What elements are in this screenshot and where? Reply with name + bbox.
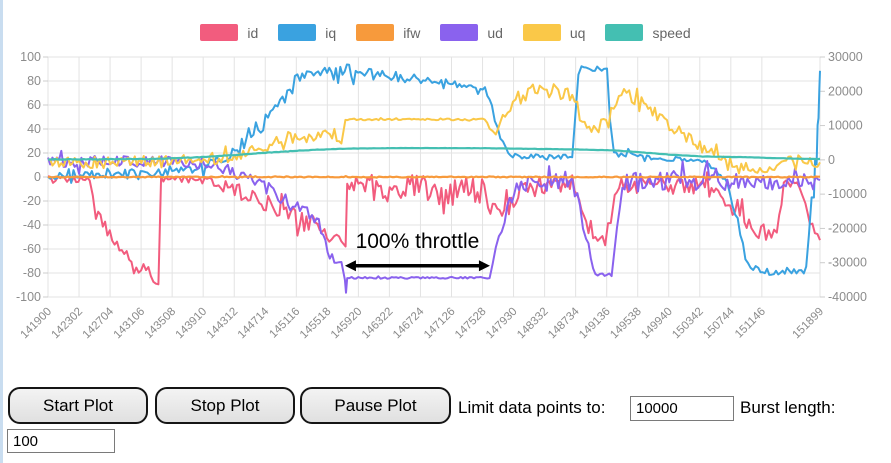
svg-text:-20000: -20000 — [828, 221, 867, 235]
legend-item-ifw[interactable]: ifw — [356, 24, 420, 41]
svg-text:147126: 147126 — [422, 306, 458, 342]
series-line-uq — [47, 83, 821, 175]
svg-text:40: 40 — [27, 122, 41, 136]
limit-data-points-label: Limit data points to: — [458, 398, 606, 417]
svg-text:150744: 150744 — [701, 305, 737, 341]
svg-text:142302: 142302 — [50, 306, 86, 342]
svg-text:-10000: -10000 — [828, 187, 867, 201]
svg-text:-100: -100 — [16, 290, 41, 304]
svg-text:-20: -20 — [23, 194, 41, 208]
svg-text:145518: 145518 — [298, 306, 334, 342]
x-axis-labels: 1419001423021427041431061435081439101443… — [19, 305, 827, 341]
throttle-annotation: 100% throttle — [344, 230, 490, 272]
series-line-ud — [47, 149, 821, 294]
legend-item-uq[interactable]: uq — [522, 24, 586, 41]
svg-text:-80: -80 — [23, 266, 41, 280]
svg-text:146322: 146322 — [360, 306, 396, 342]
annotation-text: 100% throttle — [356, 230, 480, 253]
svg-text:142704: 142704 — [81, 305, 117, 341]
svg-text:-30000: -30000 — [828, 256, 867, 270]
svg-text:20000: 20000 — [828, 84, 863, 98]
svg-text:149136: 149136 — [577, 306, 613, 342]
stop-plot-button[interactable]: Stop Plot — [155, 387, 295, 424]
legend-swatch — [605, 24, 644, 41]
series-lines — [47, 63, 821, 294]
svg-text:10000: 10000 — [828, 119, 863, 133]
svg-text:149538: 149538 — [608, 306, 644, 342]
telemetry-chart: 100 80 60 40 20 0 -20 -40 -60 -80 -100 30000 20000 10… — [16, 50, 867, 341]
svg-text:149940: 149940 — [639, 306, 675, 342]
svg-text:144312: 144312 — [205, 306, 241, 342]
legend-label: id — [247, 24, 259, 41]
grid-lines — [47, 56, 821, 298]
svg-text:100: 100 — [20, 50, 41, 64]
start-plot-button[interactable]: Start Plot — [8, 387, 148, 424]
svg-text:150342: 150342 — [670, 306, 706, 342]
svg-text:80: 80 — [27, 74, 41, 88]
svg-text:147930: 147930 — [484, 306, 520, 342]
legend-swatch — [278, 24, 317, 41]
window-edge — [0, 0, 3, 463]
y-axis-right-labels: 30000 20000 10000 0 -10000 -20000 -30000 -40000 — [820, 50, 867, 304]
svg-text:148332: 148332 — [515, 306, 551, 342]
legend-item-id[interactable]: id — [200, 24, 258, 41]
svg-text:20: 20 — [27, 146, 41, 160]
series-line-speed — [47, 146, 821, 161]
svg-text:145116: 145116 — [267, 306, 302, 341]
burst-length-label: Burst length: — [740, 398, 836, 417]
chart-legend: id iq ifw ud uq speed — [0, 24, 891, 41]
svg-text:148734: 148734 — [546, 305, 582, 341]
legend-item-speed[interactable]: speed — [605, 24, 691, 41]
svg-text:146724: 146724 — [391, 305, 427, 341]
pause-plot-button[interactable]: Pause Plot — [300, 387, 451, 424]
y-axis-left-labels: 100 80 60 40 20 0 -20 -40 -60 -80 -100 — [16, 50, 48, 304]
svg-text:0: 0 — [34, 170, 41, 184]
legend-item-ud[interactable]: ud — [440, 24, 503, 41]
legend-label: iq — [325, 24, 337, 41]
svg-text:-40000: -40000 — [828, 290, 867, 304]
legend-label: ud — [487, 24, 503, 41]
svg-text:60: 60 — [27, 98, 41, 112]
legend-label: uq — [569, 24, 586, 41]
svg-text:143910: 143910 — [174, 306, 210, 342]
svg-text:151899: 151899 — [791, 306, 827, 342]
svg-text:143508: 143508 — [143, 306, 179, 342]
legend-label: ifw — [403, 24, 421, 41]
svg-text:141900: 141900 — [19, 306, 55, 342]
legend-swatch — [200, 24, 239, 41]
svg-text:144714: 144714 — [236, 305, 272, 341]
legend-label: speed — [652, 24, 691, 41]
svg-text:145920: 145920 — [329, 306, 365, 342]
svg-text:147528: 147528 — [453, 306, 489, 342]
limit-data-points-input[interactable] — [630, 396, 734, 421]
legend-swatch — [356, 24, 395, 41]
svg-text:143106: 143106 — [112, 306, 148, 342]
legend-swatch — [522, 24, 561, 41]
svg-text:-60: -60 — [23, 242, 41, 256]
svg-text:151146: 151146 — [733, 306, 768, 341]
legend-item-iq[interactable]: iq — [278, 24, 336, 41]
series-line-iq — [47, 63, 821, 276]
legend-swatch — [440, 24, 479, 41]
burst-length-input[interactable] — [7, 429, 115, 453]
series-line-ifw — [47, 175, 820, 180]
svg-text:-40: -40 — [23, 218, 41, 232]
svg-text:30000: 30000 — [828, 50, 863, 64]
svg-text:0: 0 — [828, 153, 835, 167]
